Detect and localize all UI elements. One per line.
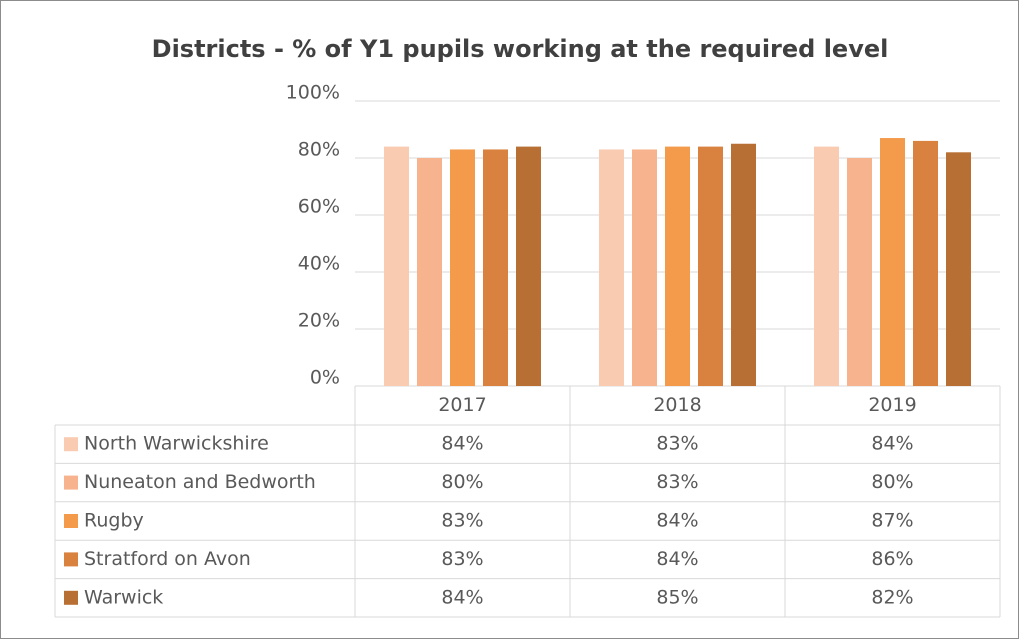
table-value: 84% — [441, 433, 483, 455]
bar — [880, 138, 905, 386]
table-value: 86% — [871, 548, 913, 570]
bar — [417, 158, 442, 386]
y-tick-label: 40% — [298, 253, 340, 275]
table-value: 80% — [441, 471, 483, 493]
table-value: 84% — [441, 586, 483, 608]
table-value: 83% — [656, 433, 698, 455]
table-value: 84% — [656, 548, 698, 570]
bar — [483, 149, 508, 386]
legend-swatch — [64, 437, 78, 452]
legend-swatch — [64, 514, 78, 528]
bar — [698, 146, 723, 386]
table-value: 84% — [871, 433, 913, 455]
legend-label: Stratford on Avon — [84, 548, 251, 570]
table-value: 87% — [871, 510, 913, 532]
bar — [946, 152, 971, 386]
legend-swatch — [64, 475, 78, 490]
table-value: 83% — [656, 471, 698, 493]
y-tick-label: 100% — [286, 82, 340, 104]
legend-label: Nuneaton and Bedworth — [84, 471, 316, 493]
bar — [913, 140, 938, 386]
bar — [814, 146, 839, 386]
legend-label: Rugby — [84, 510, 144, 532]
legend-swatch — [64, 590, 78, 605]
table-value: 82% — [871, 586, 913, 608]
bar — [384, 146, 409, 386]
x-tick-label: 2019 — [868, 394, 916, 416]
table-value: 85% — [656, 586, 698, 608]
table-value: 84% — [656, 510, 698, 532]
table-value: 83% — [441, 548, 483, 570]
bar — [731, 143, 756, 386]
y-tick-label: 20% — [298, 310, 340, 332]
legend-label: North Warwickshire — [84, 433, 269, 455]
bar — [847, 158, 872, 386]
x-tick-label: 2018 — [653, 394, 701, 416]
y-tick-label: 60% — [298, 196, 340, 218]
chart-title: Districts - % of Y1 pupils working at th… — [152, 35, 889, 63]
bar — [516, 146, 541, 386]
table-value: 80% — [871, 471, 913, 493]
legend-swatch — [64, 552, 78, 567]
bar — [665, 146, 690, 386]
bar — [450, 149, 475, 386]
table-value: 83% — [441, 510, 483, 532]
y-tick-label: 0% — [310, 367, 340, 389]
x-tick-label: 2017 — [438, 394, 486, 416]
y-tick-label: 80% — [298, 139, 340, 161]
bar — [632, 149, 657, 386]
bar — [599, 149, 624, 386]
legend-label: Warwick — [84, 586, 163, 608]
